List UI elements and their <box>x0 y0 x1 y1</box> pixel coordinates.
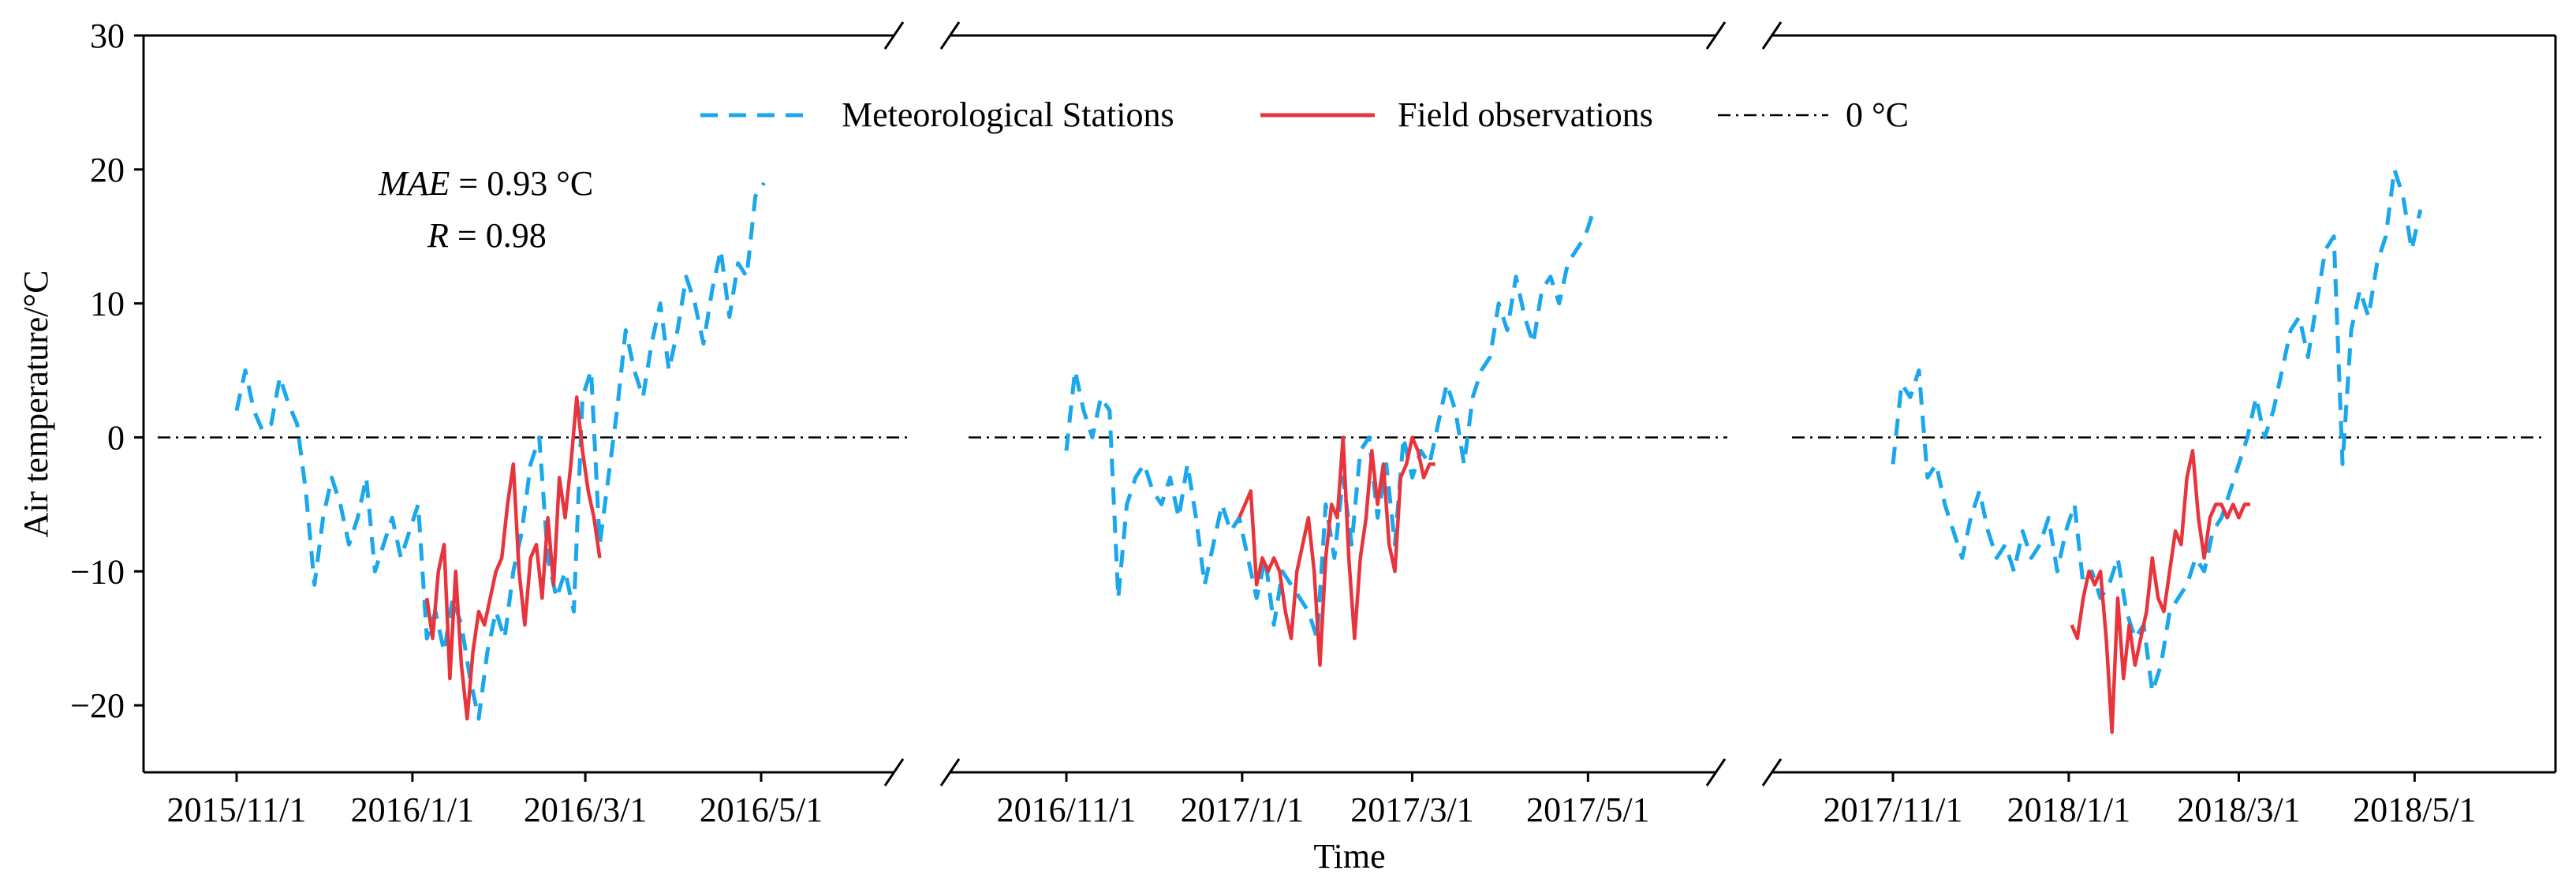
series-layer <box>234 167 2423 734</box>
mae-annotation: MAE = 0.93 °C <box>378 164 593 203</box>
x-axis-ticks: 2015/11/1 2016/1/1 2016/3/1 2016/5/1 2016/11… <box>167 772 2477 829</box>
legend: Meteorological Stations Field observatio… <box>700 95 1909 134</box>
x-tick-label: 2018/3/1 <box>2177 790 2300 829</box>
x-tick-label: 2017/3/1 <box>1350 790 1473 829</box>
met-stations-line <box>234 181 766 721</box>
mae-value: = 0.93 °C <box>450 164 593 203</box>
y-tick-label: 10 <box>90 285 125 323</box>
x-tick-label: 2016/11/1 <box>997 790 1137 829</box>
axes-frame <box>142 21 2557 787</box>
y-axis-label: Air temperature/°C <box>17 271 55 538</box>
x-tick-label: 2017/1/1 <box>1181 790 1304 829</box>
field-observations-line <box>2070 449 2251 734</box>
y-axis-ticks: −20 −10 0 10 20 30 <box>70 17 144 725</box>
legend-met-label: Meteorological Stations <box>842 95 1174 134</box>
x-tick-label: 2015/11/1 <box>167 790 307 829</box>
stats-annotation: MAE = 0.93 °C R = 0.98 <box>378 164 593 255</box>
x-tick-label: 2017/11/1 <box>1824 790 1963 829</box>
y-tick-label: 30 <box>90 17 125 55</box>
met-stations-line <box>1891 167 2423 694</box>
met-stations-line <box>1064 209 1596 641</box>
x-tick-label: 2016/1/1 <box>351 790 474 829</box>
y-tick-label: 0 <box>107 418 125 457</box>
y-tick-label: −10 <box>70 552 125 591</box>
r-label: R <box>427 216 449 255</box>
field-observations-line <box>1238 435 1435 667</box>
x-tick-label: 2016/5/1 <box>700 790 823 829</box>
axis-break-marks <box>883 21 1783 787</box>
legend-field-label: Field observations <box>1398 95 1653 134</box>
x-tick-label: 2018/1/1 <box>2007 790 2130 829</box>
y-tick-label: −20 <box>70 686 125 725</box>
y-tick-label: 20 <box>90 151 125 189</box>
mae-label: MAE <box>378 164 450 203</box>
field-observations-line <box>424 395 602 721</box>
x-tick-label: 2017/5/1 <box>1526 790 1649 829</box>
x-axis-label: Time <box>1313 837 1385 876</box>
x-tick-label: 2018/5/1 <box>2353 790 2476 829</box>
x-tick-label: 2016/3/1 <box>524 790 647 829</box>
r-annotation: R = 0.98 <box>427 216 547 255</box>
r-value: = 0.98 <box>449 216 547 255</box>
legend-zero-label: 0 °C <box>1846 95 1909 134</box>
